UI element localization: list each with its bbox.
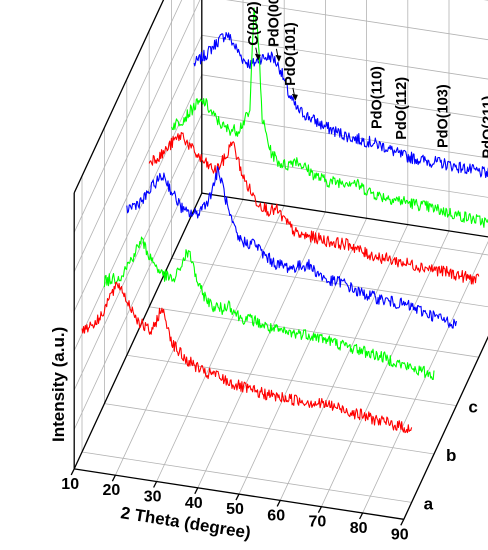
x-tick-mark — [317, 506, 322, 513]
peak-annotation: PdO(110) — [369, 66, 385, 129]
y-axis-title: Intensity (a.u.) — [49, 327, 68, 442]
x-tick-label: 60 — [267, 507, 285, 524]
axis-frame-line — [201, 192, 488, 238]
x-tick-mark — [153, 481, 158, 488]
floor-grid-line — [279, 224, 409, 501]
floor-grid-line — [149, 306, 479, 358]
chart-series — [81, 7, 488, 434]
annotation-arrowhead — [291, 93, 298, 101]
wall-grid-line — [73, 0, 164, 194]
x-tick-mark — [276, 500, 281, 507]
annotation-arrowhead — [275, 54, 282, 62]
wall-grid-line — [73, 0, 201, 272]
peak-annotation: PdO(211) — [481, 95, 488, 158]
series-label-b: b — [446, 446, 456, 465]
chart-grid — [70, 0, 488, 526]
x-tick-mark — [194, 487, 199, 495]
x-tick-mark — [111, 474, 116, 482]
series-line-e — [171, 7, 488, 228]
wall-grid-line — [73, 114, 203, 391]
x-tick-label: 40 — [185, 495, 203, 512]
axis-frame-line — [73, 192, 203, 470]
axis-frame-line — [74, 468, 404, 520]
series-line-c — [126, 166, 457, 329]
peak-annotation: PdO(103) — [435, 84, 451, 148]
x-tick-mark — [400, 519, 405, 526]
floor-grid-line — [193, 209, 488, 256]
floor-grid-line — [238, 218, 367, 495]
wall-grid-line — [73, 74, 203, 351]
wall-grid-line — [483, 0, 488, 1]
series-line-b — [103, 236, 435, 380]
x-tick-label: 90 — [391, 526, 409, 543]
floor-grid-line — [115, 199, 244, 476]
x-tick-label: 50 — [226, 501, 244, 518]
wall-grid-line — [73, 153, 203, 430]
peak-annotation: C(002) — [246, 1, 262, 45]
x-tick-label: 20 — [103, 482, 121, 499]
floor-grid-line — [156, 205, 285, 482]
wall-grid-line — [225, 0, 488, 41]
floor-grid-line — [321, 230, 450, 507]
axis-frame-line — [73, 0, 165, 194]
annotation-arrowhead — [254, 53, 261, 61]
x-tick-mark — [359, 512, 364, 520]
x-tick-label: 70 — [309, 514, 327, 531]
wall-grid-line — [73, 0, 183, 233]
axis-frame-line — [403, 335, 488, 520]
series-line-a — [81, 281, 413, 434]
x-tick-mark — [235, 493, 240, 501]
floor-grid-line — [81, 451, 412, 503]
peak-annotation: PdO(101) — [283, 22, 299, 86]
chart-labels: 102030405060708090fedcbaC(002)PdO(002)Pd… — [61, 0, 488, 543]
wall-grid-line — [73, 35, 203, 312]
series-line-f — [193, 31, 488, 179]
floor-grid-line — [126, 354, 457, 406]
x-tick-mark — [70, 468, 75, 476]
series-line-d — [148, 131, 480, 285]
floor-grid-line — [104, 403, 435, 455]
floor-grid-line — [403, 336, 488, 520]
series-label-a: a — [424, 494, 434, 513]
x-tick-label: 30 — [144, 489, 162, 506]
floor-grid-line — [197, 211, 326, 488]
peak-annotation: PdO(002) — [266, 0, 282, 47]
x-tick-label: 80 — [350, 520, 368, 537]
series-label-c: c — [468, 398, 477, 417]
peak-annotation: PdO(112) — [394, 77, 410, 140]
x-tick-label: 10 — [61, 476, 79, 493]
